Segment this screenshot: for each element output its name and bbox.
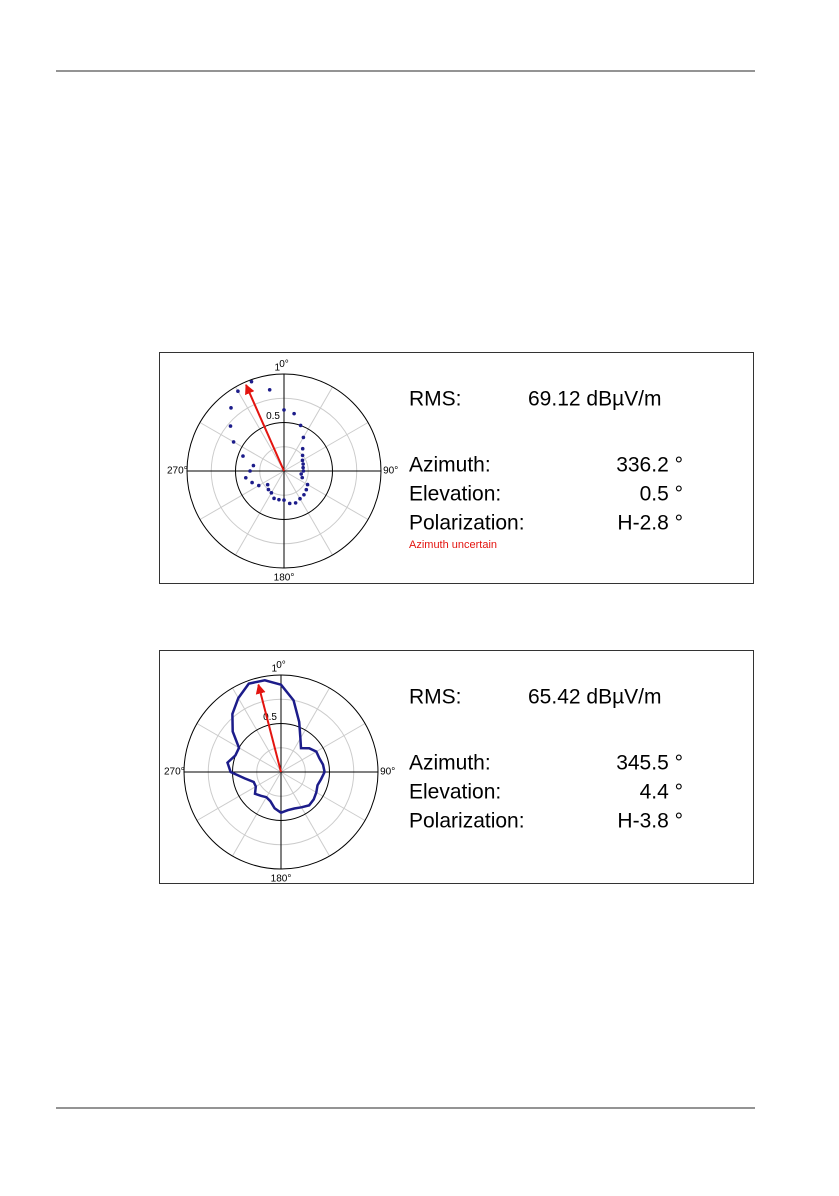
readout-label: Polarization:	[409, 810, 525, 833]
r-tick-label: 1	[274, 363, 280, 374]
data-point	[256, 483, 261, 488]
data-point	[301, 435, 306, 440]
theta-tick-label: 270°	[167, 466, 188, 477]
readout-label: Azimuth:	[409, 454, 491, 477]
data-point	[298, 496, 302, 501]
readout-value: 0.5 °	[640, 483, 683, 506]
data-point	[266, 487, 271, 492]
readout-label: Elevation:	[409, 483, 501, 506]
theta-tick-label: 180°	[271, 873, 292, 884]
data-point	[292, 411, 296, 416]
theta-tick-label: 270°	[164, 767, 185, 778]
data-point	[241, 454, 245, 458]
data-point	[300, 446, 305, 451]
data-point	[236, 389, 240, 393]
data-point	[298, 423, 303, 428]
data-point	[272, 496, 276, 501]
data-point	[231, 440, 236, 444]
data-point	[269, 491, 274, 495]
pattern-line	[226, 679, 326, 815]
data-point	[277, 497, 281, 502]
data-point	[251, 463, 256, 468]
data-point	[301, 469, 306, 473]
readout-value: H-3.8 °	[617, 810, 683, 833]
theta-tick-label: 0°	[279, 359, 289, 370]
readout-label: RMS:	[409, 388, 462, 411]
data-point	[300, 453, 305, 458]
data-point	[228, 424, 233, 428]
readout-value: 69.12 dBµV/m	[528, 388, 662, 411]
theta-tick-label: 180°	[274, 572, 295, 583]
r-tick-label: 0.5	[266, 411, 280, 422]
readout-label: Polarization:	[409, 512, 525, 535]
data-point	[267, 388, 272, 392]
data-point	[229, 406, 233, 410]
data-point	[305, 482, 310, 487]
readout-value: 336.2 °	[616, 454, 683, 477]
data-point	[249, 379, 254, 384]
readout-label: RMS:	[409, 686, 462, 709]
data-point	[248, 469, 252, 473]
data-point	[250, 480, 254, 485]
data-point	[299, 472, 303, 476]
data-point	[282, 498, 286, 502]
data-point	[301, 462, 305, 466]
data-point	[243, 475, 248, 480]
readout-value: H-2.8 °	[617, 512, 683, 535]
readout-value: 65.42 dBµV/m	[528, 686, 662, 709]
note: Azimuth uncertain	[409, 539, 497, 551]
data-point	[300, 475, 305, 480]
data-point	[293, 501, 298, 505]
theta-tick-label: 0°	[276, 660, 286, 671]
readout-label: Elevation:	[409, 781, 501, 804]
panel	[159, 352, 754, 584]
data-point	[301, 465, 305, 470]
data-point	[282, 408, 286, 412]
data-point	[302, 492, 306, 497]
r-tick-label: 1	[271, 664, 277, 675]
data-point	[304, 487, 309, 492]
panel	[159, 650, 754, 884]
readout-value: 4.4 °	[640, 781, 683, 804]
data-point	[287, 501, 292, 506]
data-point	[265, 482, 270, 487]
theta-tick-label: 90°	[383, 466, 398, 477]
readout-value: 345.5 °	[616, 752, 683, 775]
azimuth-arrow	[255, 683, 282, 773]
theta-tick-label: 90°	[380, 767, 395, 778]
azimuth-arrow	[245, 383, 285, 472]
r-tick-label: 0.5	[263, 712, 277, 723]
readout-label: Azimuth:	[409, 752, 491, 775]
data-point	[300, 458, 305, 463]
